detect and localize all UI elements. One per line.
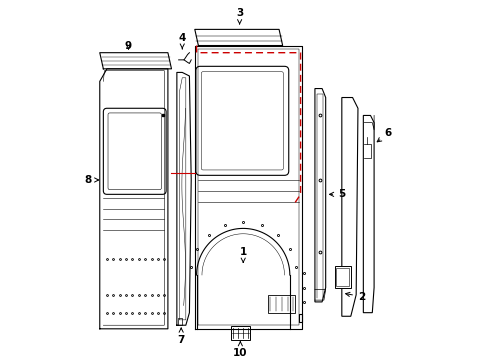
FancyBboxPatch shape bbox=[103, 108, 166, 194]
Bar bbox=[269, 295, 295, 313]
Text: 1: 1 bbox=[240, 247, 247, 262]
Text: 3: 3 bbox=[236, 8, 243, 24]
Bar bbox=[337, 268, 349, 286]
Bar bbox=[231, 326, 250, 339]
Bar bbox=[335, 266, 351, 288]
Text: 5: 5 bbox=[330, 189, 345, 199]
Text: 10: 10 bbox=[233, 342, 247, 358]
Polygon shape bbox=[315, 89, 326, 302]
FancyBboxPatch shape bbox=[196, 66, 289, 175]
Text: 8: 8 bbox=[84, 175, 98, 185]
Polygon shape bbox=[342, 98, 358, 316]
Polygon shape bbox=[364, 116, 374, 313]
Text: 7: 7 bbox=[177, 328, 185, 345]
FancyBboxPatch shape bbox=[201, 72, 283, 170]
Text: 6: 6 bbox=[377, 129, 392, 142]
Text: 2: 2 bbox=[345, 292, 365, 302]
Text: 9: 9 bbox=[125, 41, 132, 50]
FancyBboxPatch shape bbox=[108, 113, 161, 190]
Text: 4: 4 bbox=[178, 33, 186, 49]
